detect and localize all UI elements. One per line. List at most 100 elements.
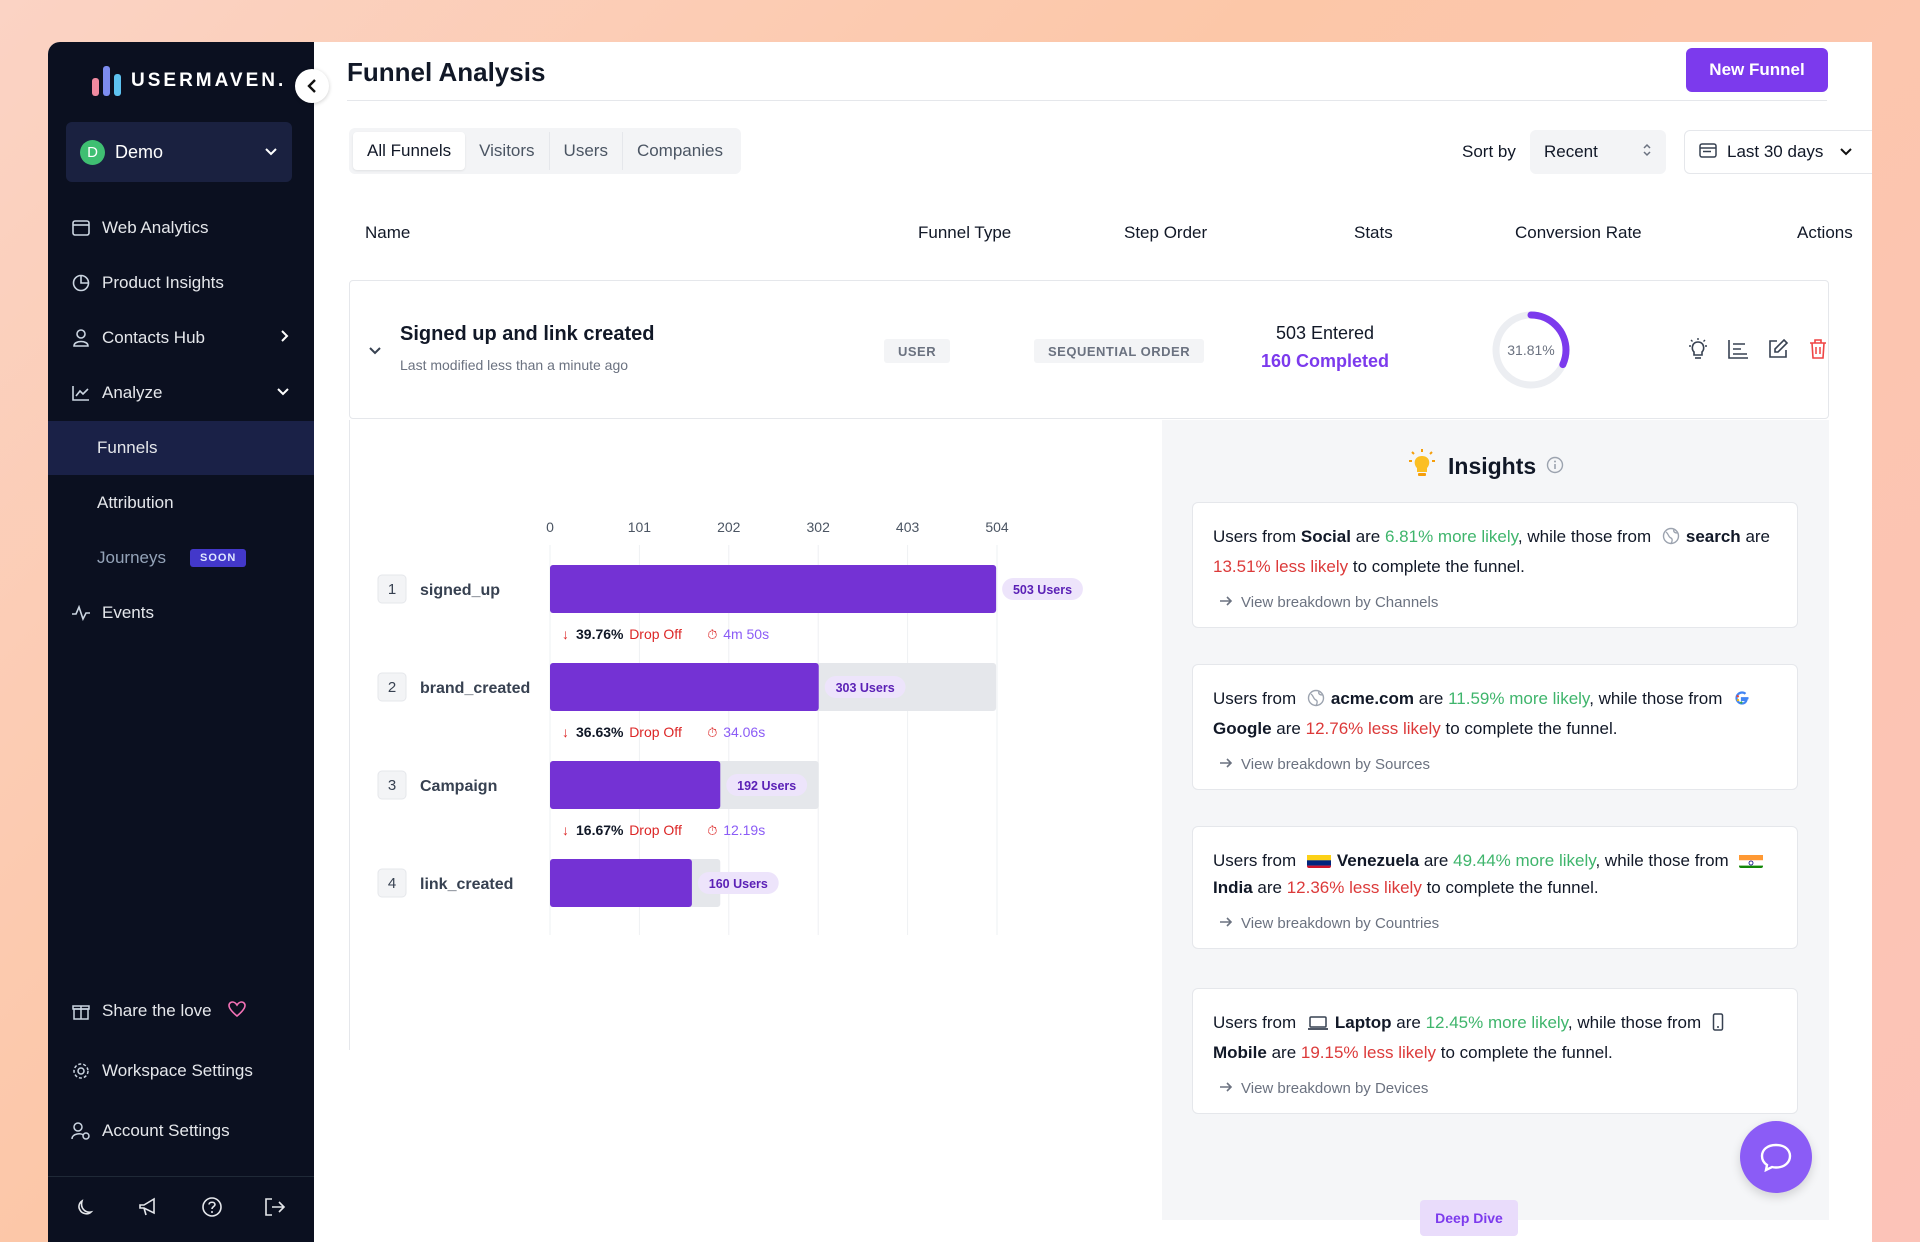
- chat-icon: [1760, 1143, 1792, 1172]
- dropoff-time: 34.06s: [723, 724, 765, 740]
- text: , while those from: [1589, 689, 1723, 708]
- sidebar-item-journeys[interactable]: Journeys SOON: [48, 531, 314, 585]
- collapse-sidebar-button[interactable]: [295, 69, 329, 103]
- source-a: Social: [1300, 527, 1351, 546]
- x-tick-label: 202: [717, 519, 741, 535]
- sidebar-item-label: Events: [102, 603, 154, 622]
- funnel-row[interactable]: Signed up and link created Last modified…: [349, 280, 1829, 419]
- moon-icon[interactable]: [77, 1197, 97, 1223]
- dropoff-label: Drop Off: [629, 626, 682, 642]
- gear-icon: [70, 1060, 92, 1082]
- more-likely: 49.44% more likely: [1453, 851, 1596, 870]
- globe-icon: [1662, 526, 1680, 553]
- step-number: 1: [388, 581, 396, 598]
- user-gear-icon: [70, 1120, 92, 1142]
- insights-header: Insights: [1406, 448, 1564, 484]
- help-icon[interactable]: [201, 1196, 223, 1224]
- step-number-box: [377, 868, 407, 898]
- sidebar-item-account-settings[interactable]: Account Settings: [48, 1104, 314, 1158]
- sidebar-item-analyze[interactable]: Analyze: [48, 366, 314, 420]
- text: are: [1276, 719, 1301, 738]
- chat-button[interactable]: [1740, 1121, 1812, 1193]
- insight-card-countries: Users from Venezuela are 49.44% more lik…: [1192, 826, 1798, 949]
- source-b: Google: [1213, 719, 1272, 738]
- more-likely: 11.59% more likely: [1448, 689, 1590, 708]
- megaphone-icon[interactable]: [138, 1197, 160, 1223]
- logo-mark-icon: [92, 66, 121, 96]
- globe-icon: [1307, 688, 1325, 715]
- app-window: USERMAVEN. D Demo Web Analytics Product …: [48, 42, 1872, 1242]
- workspace-select[interactable]: D Demo: [66, 122, 292, 182]
- sidebar-item-events[interactable]: Events: [48, 586, 314, 640]
- bar: [550, 663, 819, 711]
- conversion-rate-label: 31.81%: [1507, 342, 1554, 358]
- google-icon: [1733, 688, 1751, 715]
- chevron-down-icon: [1839, 142, 1853, 162]
- deep-dive-button[interactable]: Deep Dive: [1420, 1200, 1518, 1236]
- column-header-actions: Actions: [1797, 223, 1853, 242]
- tab-companies[interactable]: Companies: [636, 141, 723, 160]
- new-funnel-button[interactable]: New Funnel: [1686, 48, 1828, 92]
- view-breakdown-devices-link[interactable]: View breakdown by Devices: [1213, 1080, 1777, 1097]
- step-label: link_created: [420, 876, 513, 893]
- browser-icon: [70, 217, 92, 239]
- page-title: Funnel Analysis: [347, 57, 546, 87]
- date-range-select[interactable]: Last 30 days: [1684, 130, 1872, 174]
- view-breakdown-sources-link[interactable]: View breakdown by Sources: [1213, 756, 1777, 773]
- sidebar-item-contacts-hub[interactable]: Contacts Hub: [48, 311, 314, 365]
- sidebar-item-share-the-love[interactable]: Share the love: [48, 984, 314, 1038]
- text: to complete the funnel.: [1426, 878, 1599, 897]
- text: are: [1745, 527, 1771, 546]
- insight-card-devices: Users from Laptop are 12.45% more likely…: [1192, 988, 1798, 1114]
- up-down-icon: [1642, 142, 1652, 163]
- dropoff-label: Drop Off: [629, 724, 682, 740]
- sort-select[interactable]: Recent: [1530, 130, 1666, 174]
- link-label: View breakdown by Countries: [1241, 915, 1440, 932]
- source-a: acme.com: [1330, 689, 1415, 708]
- text: are: [1355, 527, 1381, 546]
- tab-all-funnels[interactable]: All Funnels: [353, 132, 466, 170]
- text: to complete the funnel.: [1352, 557, 1525, 576]
- lightbulb-icon[interactable]: [1686, 337, 1710, 361]
- heart-icon: [227, 1000, 246, 1022]
- sidebar-item-product-insights[interactable]: Product Insights: [48, 256, 314, 310]
- step-order-badge: SEQUENTIAL ORDER: [1034, 339, 1205, 363]
- funnel-title[interactable]: Signed up and link created: [400, 323, 655, 345]
- insights-title: Insights: [1448, 452, 1537, 479]
- brand-logo[interactable]: USERMAVEN.: [92, 66, 286, 96]
- edit-icon[interactable]: [1766, 337, 1790, 361]
- insight-text: Users from acme.com are 11.59% more like…: [1213, 685, 1777, 742]
- step-label: Campaign: [420, 778, 497, 795]
- column-header-conversion-rate: Conversion Rate: [1515, 223, 1642, 242]
- sidebar-item-attribution[interactable]: Attribution: [48, 476, 314, 530]
- sidebar-item-web-analytics[interactable]: Web Analytics: [48, 201, 314, 255]
- value-label: 303 Users: [836, 681, 895, 695]
- sidebar-item-funnels[interactable]: Funnels: [48, 421, 314, 475]
- logout-icon[interactable]: [264, 1197, 286, 1223]
- info-icon[interactable]: [1546, 453, 1564, 480]
- sort-label: Sort by: [1462, 142, 1516, 161]
- text: , while those from: [1517, 527, 1652, 546]
- view-breakdown-channels-link[interactable]: View breakdown by Channels: [1213, 594, 1777, 611]
- bar-chart-icon[interactable]: [1726, 337, 1750, 361]
- sidebar-item-label: Share the love: [102, 1001, 212, 1020]
- less-likely: 19.15% less likely: [1300, 1043, 1437, 1062]
- dropoff-label: Drop Off: [629, 822, 682, 838]
- gift-icon: [70, 1000, 92, 1022]
- text: are: [1396, 1013, 1421, 1032]
- sidebar-item-workspace-settings[interactable]: Workspace Settings: [48, 1044, 314, 1098]
- source-b: India: [1213, 878, 1253, 897]
- divider: [347, 100, 1827, 101]
- insight-text: Users from Laptop are 12.45% more likely…: [1213, 1009, 1777, 1066]
- sidebar-item-label: Attribution: [97, 493, 174, 512]
- trash-icon[interactable]: [1806, 337, 1830, 361]
- timer-icon: ⏱: [707, 725, 717, 740]
- chevron-down-icon[interactable]: [368, 343, 382, 359]
- tab-users[interactable]: Users: [550, 132, 623, 170]
- stat-completed[interactable]: 160 Completed: [1260, 351, 1390, 371]
- tab-visitors[interactable]: Visitors: [465, 132, 550, 170]
- laptop-icon: [1307, 1012, 1329, 1039]
- view-breakdown-countries-link[interactable]: View breakdown by Countries: [1213, 915, 1777, 932]
- bar: [550, 565, 997, 613]
- text: Users from: [1213, 1013, 1297, 1032]
